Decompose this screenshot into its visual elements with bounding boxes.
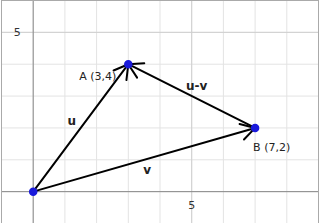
svg-text:v: v <box>143 163 151 177</box>
svg-text:u: u <box>68 114 77 128</box>
svg-text:5: 5 <box>188 199 195 212</box>
svg-text:A (3,4): A (3,4) <box>79 70 116 83</box>
svg-text:5: 5 <box>14 26 21 39</box>
svg-text:B (7,2): B (7,2) <box>253 141 290 154</box>
svg-text:u-v: u-v <box>186 79 208 93</box>
